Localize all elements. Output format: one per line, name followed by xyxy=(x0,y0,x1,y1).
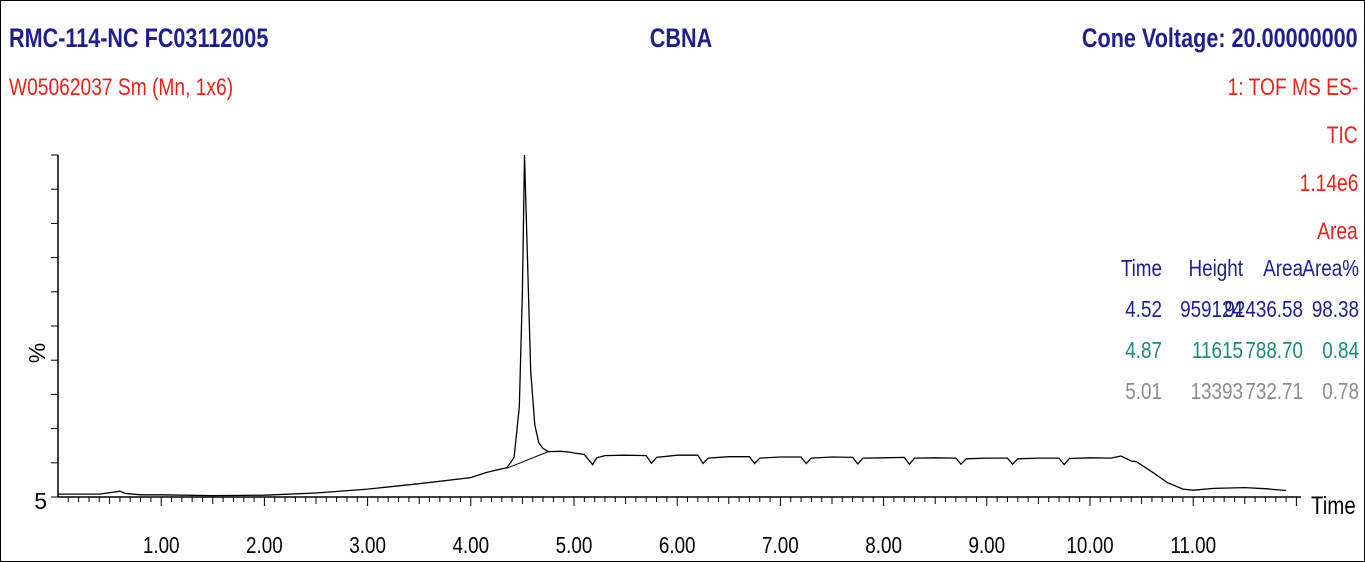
peak-table-cell: 959124 xyxy=(1180,297,1243,322)
x-tick-label: 1.00 xyxy=(143,533,180,558)
x-tick-label: 6.00 xyxy=(659,533,696,558)
peak-table-cell: 788.70 xyxy=(1245,338,1303,363)
sample-info: W05062037 Sm (Mn, 1x6) xyxy=(9,74,234,101)
x-tick-label: 3.00 xyxy=(349,533,386,558)
x-tick-label: 8.00 xyxy=(865,533,902,558)
peak-table-cell: 13393 xyxy=(1191,379,1243,404)
peak-table-header: Area xyxy=(1263,256,1303,281)
peak-table-cell: 4.52 xyxy=(1125,297,1162,322)
x-tick-label: 2.00 xyxy=(246,533,283,558)
peak-table-cell: 0.84 xyxy=(1322,338,1359,363)
trace-layer xyxy=(58,154,1287,497)
peak-table-header: Height xyxy=(1189,256,1244,281)
plot-axes: 1.00 2.00 3.00 4.00 5.00 6.00 7.00 8.00 9.00 10.0… xyxy=(24,154,1356,558)
tic-trace xyxy=(58,154,1287,497)
peak-table-cell: 11615 xyxy=(1192,338,1243,363)
peak-table-cell: 4.87 xyxy=(1125,338,1162,363)
intensity-label: 1.14e6 xyxy=(1299,170,1358,197)
peak-table-cell: 5.01 xyxy=(1125,379,1162,404)
peak-table-header: Time xyxy=(1121,256,1162,281)
x-tick-label: 11.00 xyxy=(1170,533,1216,558)
cone-voltage-title: Cone Voltage: 20.00000000 xyxy=(1082,23,1358,53)
trace-type-label: TIC xyxy=(1327,122,1358,149)
peak-table-cell: 732.71 xyxy=(1245,379,1303,404)
y-tick-label: 5 xyxy=(34,488,47,514)
peak-table-cell: 92436.58 xyxy=(1224,297,1303,322)
x-axis-label: Time xyxy=(1311,491,1356,519)
mode-label: Area xyxy=(1317,218,1358,245)
sample-title: RMC-114-NC FC03112005 xyxy=(9,23,269,53)
peak-table-header: Area% xyxy=(1302,256,1359,281)
x-tick-label: 9.00 xyxy=(968,533,1005,558)
x-tick-label: 7.00 xyxy=(762,533,799,558)
compound-title: CBNA xyxy=(649,23,713,53)
x-tick-label: 5.00 xyxy=(556,533,593,558)
integration-baseline xyxy=(506,451,549,469)
x-tick-label: 4.00 xyxy=(452,533,489,558)
x-tick-label: 10.00 xyxy=(1066,533,1113,558)
peak-table-cell: 0.78 xyxy=(1322,379,1359,404)
detector-label: 1: TOF MS ES- xyxy=(1227,74,1358,101)
y-axis-label: % xyxy=(24,343,50,363)
peak-table-cell: 98.38 xyxy=(1312,297,1359,322)
